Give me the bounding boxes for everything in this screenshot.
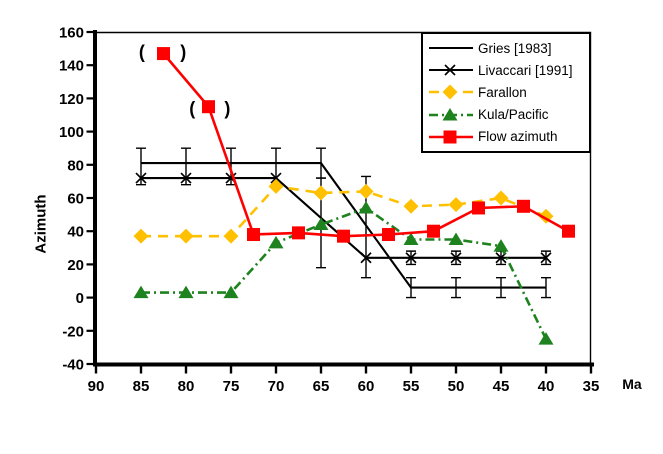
y-tick-label: -20 bbox=[62, 323, 84, 340]
legend-label-gries: Gries [1983] bbox=[478, 40, 552, 56]
livaccari-1991-line bbox=[141, 177, 546, 259]
y-tick-label: 160 bbox=[59, 25, 84, 42]
flow-azimuth-marker bbox=[157, 47, 170, 61]
kula-pacific-marker bbox=[223, 285, 239, 299]
kula-pacific-marker bbox=[178, 285, 194, 299]
kula-pacific-marker bbox=[493, 239, 509, 252]
farallon-marker bbox=[268, 178, 284, 194]
x-tick-label: 65 bbox=[313, 378, 330, 395]
kula-pacific-marker bbox=[403, 232, 419, 245]
farallon-marker bbox=[223, 228, 239, 244]
legend-item-farallon: Farallon bbox=[428, 81, 589, 103]
gries-1983-legend-glyph bbox=[429, 47, 473, 50]
farallon-marker bbox=[403, 198, 419, 214]
x-tick-label: 70 bbox=[268, 378, 285, 395]
legend-label-livaccari: Livaccari [1991] bbox=[478, 62, 573, 78]
flow-azimuth-marker bbox=[337, 229, 350, 243]
y-tick-label: 100 bbox=[59, 124, 84, 141]
y-tick-label: -40 bbox=[62, 357, 84, 374]
kula-pacific-marker bbox=[133, 285, 149, 299]
legend-swatch-gries bbox=[428, 40, 474, 56]
farallon-marker bbox=[358, 183, 374, 199]
kula-pacific-marker bbox=[358, 200, 374, 214]
kula-pacific-line bbox=[141, 206, 548, 340]
x-tick-label: 90 bbox=[88, 378, 105, 395]
flow-azimuth-legend-marker bbox=[443, 130, 457, 144]
kula-pacific-legend-glyph bbox=[429, 107, 473, 121]
farallon-marker bbox=[178, 228, 194, 244]
parenthesis-annotation: ( bbox=[189, 98, 195, 118]
legend-item-flow-azimuth: Flow azimuth bbox=[428, 126, 589, 148]
parenthesis-annotation: ) bbox=[224, 98, 230, 118]
farallon-marker bbox=[448, 197, 464, 213]
flow-azimuth-marker bbox=[202, 100, 215, 114]
x-tick-label: 80 bbox=[178, 378, 195, 395]
livaccari-1991-marker bbox=[450, 252, 462, 264]
legend-label-flow-azimuth: Flow azimuth bbox=[478, 129, 558, 145]
y-tick-label: 40 bbox=[67, 224, 84, 241]
flow-azimuth-marker bbox=[382, 228, 395, 242]
flow-azimuth-marker bbox=[517, 199, 530, 213]
farallon-marker bbox=[133, 228, 149, 244]
kula-pacific-marker bbox=[538, 332, 554, 345]
flow-azimuth-marker bbox=[247, 228, 260, 242]
y-axis-title: Azimuth bbox=[32, 194, 50, 254]
farallon-legend-marker bbox=[442, 84, 458, 100]
parenthesis-annotation: ) bbox=[180, 42, 186, 62]
livaccari-1991-marker bbox=[360, 252, 372, 264]
x-tick-label: 85 bbox=[133, 378, 150, 395]
y-tick-label: 60 bbox=[67, 191, 84, 208]
farallon-legend-glyph bbox=[429, 84, 473, 100]
x-tick-label: 45 bbox=[493, 378, 510, 395]
livaccari-1991-marker bbox=[270, 172, 282, 184]
legend-swatch-farallon bbox=[428, 84, 474, 100]
legend-item-livaccari: Livaccari [1991] bbox=[428, 59, 589, 81]
legend-swatch-kula-pacific bbox=[428, 107, 474, 123]
x-tick-label: 75 bbox=[223, 378, 240, 395]
legend-label-farallon: Farallon bbox=[478, 84, 527, 100]
kula-pacific-marker bbox=[268, 235, 284, 249]
farallon-marker bbox=[493, 190, 509, 206]
livaccari-1991-marker bbox=[405, 252, 417, 264]
flow-azimuth-line bbox=[162, 52, 570, 238]
y-tick-label: 140 bbox=[59, 58, 84, 75]
flow-azimuth-marker bbox=[427, 224, 440, 238]
gries-1983-line bbox=[141, 162, 546, 289]
y-tick-label: 120 bbox=[59, 91, 84, 108]
livaccari-1991-marker bbox=[540, 252, 552, 264]
x-tick-label: 40 bbox=[538, 378, 555, 395]
flow-azimuth-marker bbox=[472, 201, 485, 215]
legend-item-kula-pacific: Kula/Pacific bbox=[428, 104, 589, 126]
x-tick-label: 60 bbox=[358, 378, 375, 395]
flow-azimuth-legend-glyph bbox=[429, 130, 473, 144]
x-tick-label: 55 bbox=[403, 378, 420, 395]
legend-swatch-flow-azimuth bbox=[428, 129, 474, 145]
legend-item-gries: Gries [1983] bbox=[428, 37, 589, 59]
legend: Gries [1983] Livaccari [1991] Farallon K… bbox=[421, 32, 591, 153]
livaccari-1991-marker bbox=[180, 172, 192, 184]
x-tick-label: 35 bbox=[583, 378, 600, 395]
legend-label-kula-pacific: Kula/Pacific bbox=[478, 107, 549, 123]
kula-pacific-marker bbox=[448, 232, 464, 245]
farallon-marker bbox=[313, 185, 329, 201]
parenthesis-annotation: ( bbox=[139, 42, 145, 62]
legend-swatch-livaccari bbox=[428, 62, 474, 78]
flow-azimuth-marker bbox=[562, 224, 575, 238]
livaccari-1991-legend-glyph bbox=[429, 64, 473, 76]
y-tick-label: 80 bbox=[67, 157, 84, 174]
y-tick-label: 0 bbox=[76, 290, 84, 307]
farallon-line bbox=[141, 185, 547, 238]
flow-azimuth-marker bbox=[292, 226, 305, 240]
livaccari-1991-legend-marker bbox=[444, 64, 456, 76]
x-axis-unit-label: Ma bbox=[622, 376, 642, 392]
y-tick-label: 20 bbox=[67, 257, 84, 274]
kula-pacific-legend-marker bbox=[442, 107, 458, 121]
kula-pacific-marker bbox=[313, 217, 329, 231]
x-tick-label: 50 bbox=[448, 378, 465, 395]
livaccari-1991-marker bbox=[135, 172, 147, 184]
